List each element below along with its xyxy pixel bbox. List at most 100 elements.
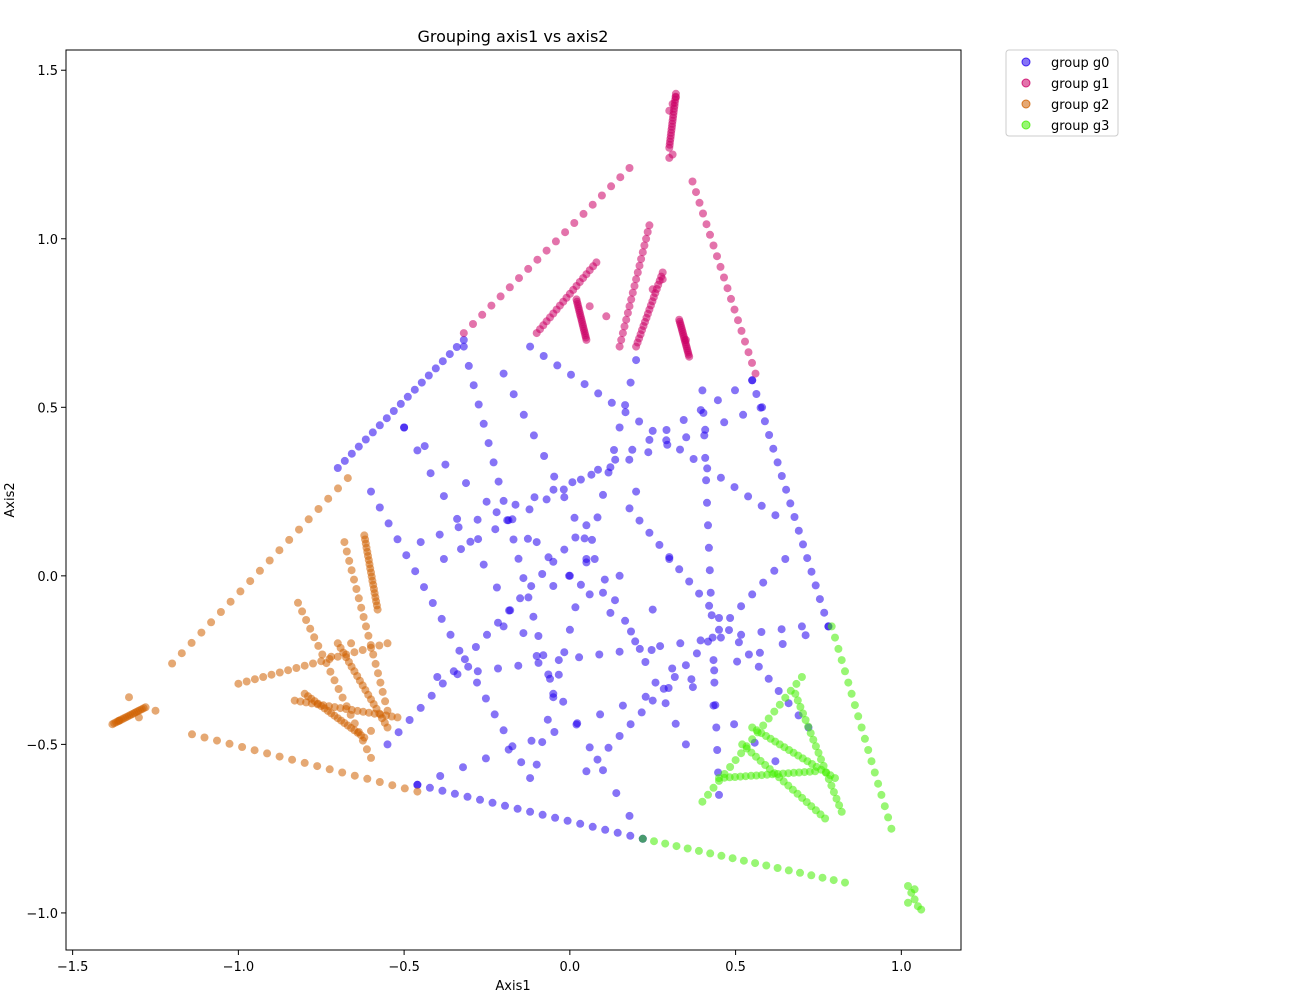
data-point <box>454 523 463 532</box>
data-point <box>658 275 667 284</box>
x-tick-label: −1.0 <box>223 960 255 975</box>
data-point <box>663 440 672 449</box>
data-point <box>717 851 726 860</box>
data-point <box>730 305 739 314</box>
data-point <box>576 580 585 589</box>
data-point <box>445 350 454 359</box>
data-point <box>234 679 243 688</box>
data-point <box>437 614 446 623</box>
data-point <box>774 687 783 695</box>
data-point <box>782 485 791 494</box>
data-point <box>712 723 721 732</box>
data-point <box>410 385 419 394</box>
data-point <box>375 503 384 512</box>
data-point <box>796 702 805 711</box>
data-point <box>362 622 370 631</box>
data-point <box>797 673 806 681</box>
data-point <box>338 693 347 702</box>
x-tick-label: −1.5 <box>57 960 89 975</box>
data-point <box>450 789 459 798</box>
data-point <box>438 786 447 795</box>
data-point <box>490 710 499 719</box>
data-point <box>665 106 674 115</box>
points-layer <box>108 89 926 914</box>
data-point <box>727 294 735 303</box>
data-point <box>791 689 800 698</box>
data-point <box>641 692 650 701</box>
data-point <box>383 706 392 715</box>
data-point <box>744 650 753 659</box>
data-point <box>602 312 611 321</box>
data-point <box>695 589 704 598</box>
data-point <box>532 538 541 547</box>
data-point <box>400 784 409 793</box>
data-point <box>679 416 688 424</box>
data-point <box>683 844 692 853</box>
data-point <box>622 315 631 324</box>
data-point <box>473 678 481 687</box>
data-point <box>792 679 801 688</box>
data-point <box>711 701 720 710</box>
data-point <box>593 513 602 522</box>
data-point <box>716 473 725 482</box>
data-point <box>342 702 351 711</box>
data-point <box>841 878 849 887</box>
data-point <box>758 403 767 412</box>
data-point <box>420 583 428 592</box>
data-point <box>630 282 639 290</box>
data-point <box>431 364 440 373</box>
data-point <box>773 864 782 872</box>
data-point <box>835 801 844 810</box>
data-point <box>797 622 806 631</box>
data-point <box>661 699 670 708</box>
data-point <box>568 478 577 487</box>
data-point <box>481 694 490 703</box>
data-point <box>615 342 624 351</box>
data-point <box>773 458 782 467</box>
data-point <box>534 658 543 667</box>
data-point <box>809 735 818 744</box>
data-point <box>775 700 784 709</box>
data-point <box>647 646 656 654</box>
data-point <box>615 732 624 740</box>
data-point <box>592 258 601 267</box>
data-point <box>508 742 517 751</box>
data-point <box>300 758 309 767</box>
legend-frame <box>1005 49 1119 137</box>
data-point <box>384 519 393 528</box>
data-point <box>641 658 650 666</box>
data-point <box>524 593 533 602</box>
data-point <box>550 728 559 736</box>
data-point <box>358 646 367 654</box>
legend-label: group g0 <box>1051 56 1109 71</box>
data-point <box>806 729 815 738</box>
data-point <box>599 490 607 499</box>
data-point <box>594 389 603 398</box>
data-point <box>777 472 786 480</box>
data-point <box>613 828 622 837</box>
data-point <box>764 674 773 683</box>
data-point <box>225 739 234 748</box>
data-point <box>702 476 711 485</box>
data-point <box>570 513 579 522</box>
data-point <box>715 614 723 622</box>
data-point <box>625 164 634 172</box>
data-point <box>854 712 863 721</box>
data-point <box>685 352 694 361</box>
data-point <box>505 283 514 292</box>
data-point <box>604 743 613 752</box>
data-point <box>284 666 293 675</box>
data-point <box>803 554 812 563</box>
data-point <box>590 555 599 563</box>
data-point <box>375 641 384 650</box>
data-point <box>748 735 757 744</box>
data-point <box>796 868 804 877</box>
legend-label: group g2 <box>1051 98 1109 113</box>
data-point <box>352 585 361 593</box>
data-point <box>469 381 478 390</box>
data-point <box>295 525 303 534</box>
data-point <box>177 649 186 658</box>
data-point <box>625 504 634 513</box>
data-point <box>607 398 616 407</box>
data-point <box>478 310 487 319</box>
